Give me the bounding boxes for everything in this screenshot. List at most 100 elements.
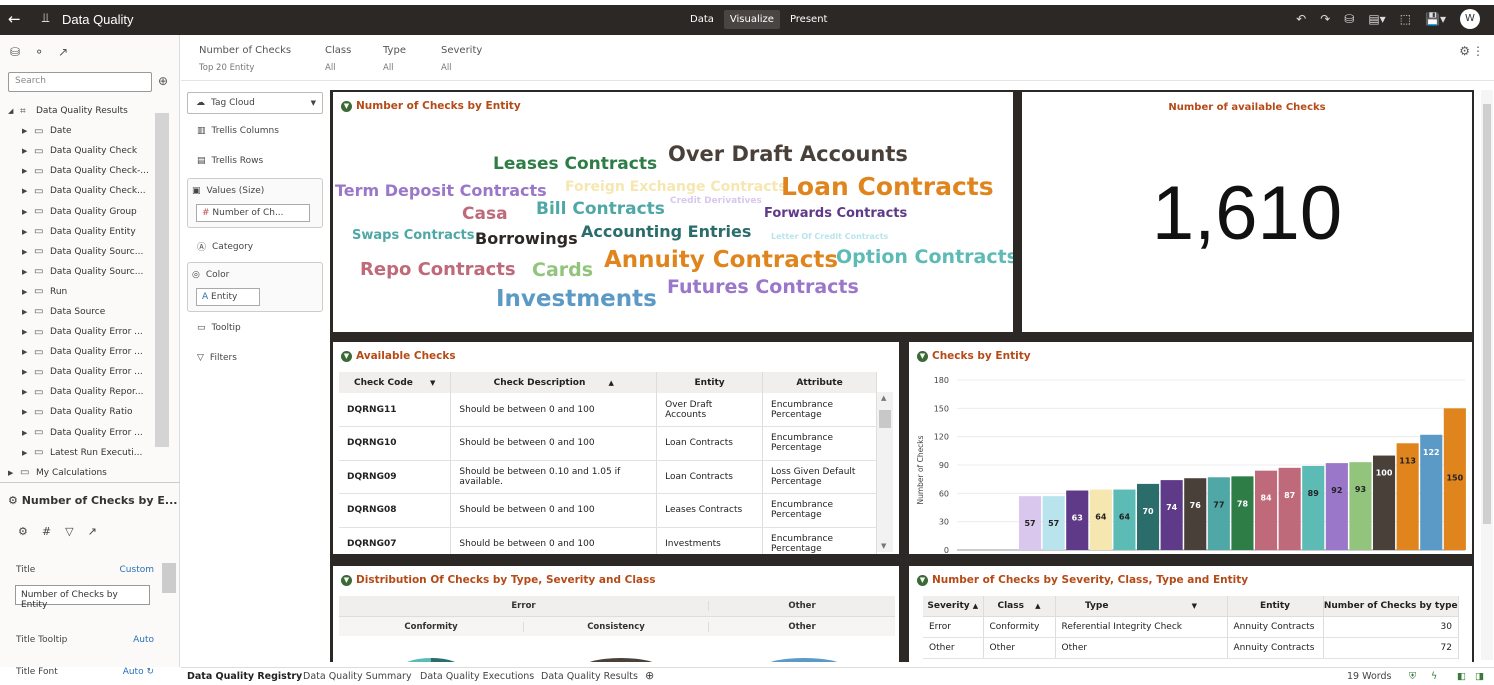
canvas-tab-executions[interactable]: Data Quality Executions [420, 671, 535, 682]
trellis-rows-drop[interactable]: ▤ Trellis Rows [187, 156, 323, 166]
cloud-word[interactable]: Leases Contracts [493, 154, 658, 174]
filter-icon[interactable]: ▽ [65, 525, 74, 538]
general-gear-icon[interactable]: ⚙ [18, 525, 28, 538]
tree-item[interactable]: ◢ ⌗ Data Quality Results [8, 101, 168, 121]
tree-item[interactable]: ▶ ▭ Data Quality Sourc... [8, 262, 168, 282]
tree-item[interactable]: ▶ ▭ Data Quality Sourc... [8, 242, 168, 262]
caret-right-icon[interactable]: ▶ [22, 348, 28, 357]
cloud-word[interactable]: Loan Contracts [781, 172, 994, 201]
table-row[interactable]: Other Other Other Annuity Contracts 72 [923, 637, 1459, 659]
sort-asc-icon[interactable]: ▲ [1035, 601, 1041, 610]
panel-right-icon[interactable]: ◨ [1475, 671, 1484, 682]
caret-right-icon[interactable]: ▶ [22, 307, 28, 316]
caret-expanded-icon[interactable]: ◢ [8, 107, 14, 116]
mode-present[interactable]: Present [789, 14, 828, 25]
table-row[interactable]: DQRNG09 Should be between 0.10 and 1.05 i… [339, 460, 877, 494]
bar[interactable] [1443, 408, 1466, 550]
canvas-tab-results[interactable]: Data Quality Results [541, 671, 638, 682]
bar[interactable] [1420, 434, 1443, 550]
mode-visualize[interactable]: Visualize [723, 10, 780, 29]
cloud-word[interactable]: Foreign Exchange Contracts [565, 179, 787, 195]
title-text-input[interactable]: Number of Checks by Entity [15, 585, 150, 610]
caret-right-icon[interactable]: ▶ [22, 287, 28, 296]
undo-icon[interactable]: ↶ [1296, 12, 1307, 26]
caret-right-icon[interactable]: ▶ [22, 187, 28, 196]
add-canvas-icon[interactable]: ⊕ [645, 669, 655, 682]
available-checks-tile[interactable]: ▼ Available Checks Check Code ▼ Check Des… [333, 342, 899, 554]
col-check-description[interactable]: Check Description ▲ [450, 372, 658, 393]
prop-tooltip-value[interactable]: Auto [133, 635, 154, 645]
severity-class-tile[interactable]: ▼ Number of Checks by Severity, Class, Ty… [909, 566, 1472, 662]
col-severity[interactable]: Severity ▲ [923, 596, 984, 617]
table-row[interactable]: DQRNG07 Should be between 0 and 100 Invest… [339, 527, 877, 554]
trellis-columns-drop[interactable]: ▥ Trellis Columns [187, 126, 323, 136]
caret-right-icon[interactable]: ▶ [22, 408, 28, 417]
bar[interactable] [1349, 462, 1372, 550]
caret-right-icon[interactable]: ▶ [22, 167, 28, 176]
filter-severity[interactable]: Severity All [441, 45, 482, 73]
cloud-word[interactable]: Futures Contracts [667, 276, 859, 298]
caret-right-icon[interactable]: ▶ [22, 207, 28, 216]
bar[interactable] [1113, 489, 1136, 550]
more-options-icon[interactable]: ⋮ [1472, 44, 1484, 58]
cloud-word[interactable]: Over Draft Accounts [668, 142, 908, 166]
bar[interactable] [1325, 463, 1348, 550]
panel-divider[interactable] [0, 482, 180, 483]
table-row[interactable]: DQRNG08 Should be between 0 and 100 Leases… [339, 493, 877, 528]
cloud-word[interactable]: Credit Derivatives [670, 196, 762, 206]
cloud-word[interactable]: Letter Of Credit Contracts [771, 232, 889, 241]
mode-data[interactable]: Data [690, 14, 714, 25]
scroll-thumb[interactable] [879, 410, 891, 428]
tree-item[interactable]: ▶ ▭ Date [8, 121, 168, 141]
pie-slice[interactable] [431, 658, 463, 662]
bar[interactable] [1066, 490, 1089, 551]
cloud-word[interactable]: Cards [532, 259, 594, 281]
caret-right-icon[interactable]: ▶ [22, 247, 28, 256]
tag-cloud-tile[interactable]: ▼ Number of Checks by Entity Over Draft A… [333, 92, 1013, 332]
bar[interactable] [1255, 470, 1278, 550]
bar[interactable] [1231, 476, 1254, 550]
caret-right-icon[interactable]: ▶ [22, 368, 28, 377]
save-menu-icon[interactable]: 💾▾ [1425, 12, 1446, 26]
col-check-code[interactable]: Check Code ▼ [339, 372, 452, 393]
col-attribute[interactable]: Attribute [762, 372, 877, 393]
cloud-word[interactable]: Forwards Contracts [764, 206, 908, 221]
scroll-down-icon[interactable]: ▼ [881, 542, 887, 550]
cloud-word[interactable]: Casa [462, 204, 508, 224]
bar[interactable] [1019, 496, 1042, 550]
tree-item[interactable]: ▶ ▭ My Calculations [8, 463, 168, 483]
values-pill[interactable]: # Number of Ch... [196, 204, 310, 222]
bar[interactable] [1396, 443, 1419, 550]
sort-desc-icon[interactable]: ▼ [1191, 601, 1197, 610]
cloud-word[interactable]: Swaps Contracts [352, 228, 475, 243]
big-number-tile[interactable]: Number of available Checks 1,610 [1022, 92, 1472, 332]
caret-right-icon[interactable]: ▶ [22, 227, 28, 236]
filter-type[interactable]: Type All [383, 45, 406, 73]
bar[interactable] [1278, 467, 1301, 550]
tooltip-drop[interactable]: ▭ Tooltip [187, 323, 323, 333]
tree-item[interactable]: ▶ ▭ Data Quality Error ... [8, 342, 168, 362]
bar[interactable] [1373, 455, 1396, 550]
properties-menu-icon[interactable]: ▤▾ [1368, 12, 1386, 26]
col-type[interactable]: Type ▼ [1055, 596, 1228, 617]
tree-item[interactable]: ▶ ▭ Data Quality Check... [8, 181, 168, 201]
avatar[interactable]: W [1460, 9, 1480, 29]
cloud-word[interactable]: Repo Contracts [360, 259, 516, 280]
cloud-word[interactable]: Bill Contracts [536, 199, 665, 219]
add-data-icon[interactable]: ⊕ [158, 74, 169, 88]
viz-type-select[interactable]: ☁ Tag Cloud ▼ [187, 92, 323, 114]
tree-item[interactable]: ▶ ▭ Data Quality Entity [8, 222, 168, 242]
tree-item[interactable]: ▶ ▭ Data Quality Check [8, 141, 168, 161]
tree-scrollbar[interactable] [155, 113, 169, 447]
prop-title-value[interactable]: Custom [119, 565, 154, 575]
bar[interactable] [1137, 483, 1160, 550]
col-entity[interactable]: Entity [1227, 596, 1324, 617]
tree-item[interactable]: ▶ ▭ Data Quality Group [8, 201, 168, 221]
caret-right-icon[interactable]: ▶ [22, 147, 28, 156]
checks-by-entity-tile[interactable]: ▼ Checks by Entity 0 30 60 90 120 150 180 Number… [909, 342, 1472, 554]
caret-right-icon[interactable]: ▶ [22, 428, 28, 437]
table-row[interactable]: DQRNG11 Should be between 0 and 100 Over D… [339, 393, 877, 427]
sort-asc-icon[interactable]: ▲ [608, 378, 614, 387]
table-row[interactable]: DQRNG10 Should be between 0 and 100 Loan C… [339, 426, 877, 461]
cloud-word[interactable]: Investments [496, 286, 657, 312]
